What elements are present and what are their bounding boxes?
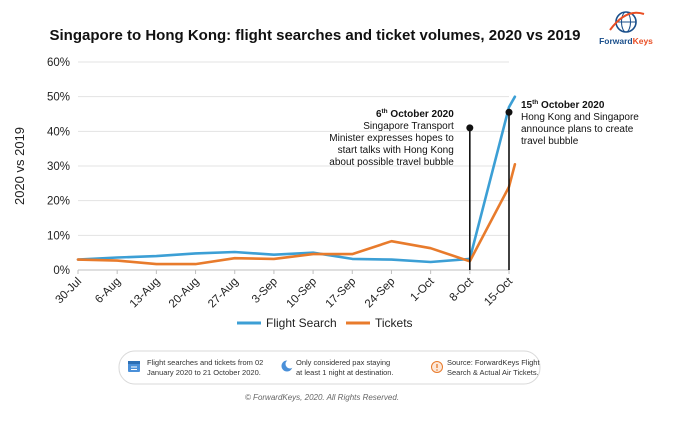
svg-text:ForwardKeys: ForwardKeys <box>599 36 653 46</box>
y-tick-label: 20% <box>47 196 70 208</box>
y-axis-label: 2020 vs 2019 <box>12 127 27 205</box>
annotation-marker <box>505 108 513 116</box>
legend-label-tickets: Tickets <box>375 316 413 330</box>
note-2-line-2: at least 1 night at destination. <box>296 368 394 377</box>
annotation-date: 6th October 2020 <box>376 108 454 120</box>
y-tick-label: 60% <box>47 57 70 69</box>
y-axis-ticks: 0% 10% 20% 30% 40% 50% 60% <box>47 57 70 277</box>
note-3-line-1: Source: ForwardKeys Flight <box>447 358 540 367</box>
x-tick-label: 20-Aug <box>167 276 202 311</box>
x-tick-label: 15-Oct <box>482 275 515 308</box>
x-tick-label: 8-Oct <box>448 275 477 304</box>
legend: Flight Search Tickets <box>237 316 413 330</box>
x-tick-label: 6-Aug <box>93 276 123 306</box>
x-tick-label: 27-Aug <box>206 276 241 311</box>
series-line-tickets <box>76 163 517 266</box>
gridlines <box>78 61 509 271</box>
note-3-line-2: Search & Actual Air Tickets. <box>447 368 539 377</box>
x-tick-label: 24-Sep <box>363 276 398 311</box>
annotation-text-line: Minister expresses hopes to <box>329 133 454 144</box>
legend-label-flight-search: Flight Search <box>266 316 337 330</box>
copyright: © ForwardKeys, 2020. All Rights Reserved… <box>245 393 399 402</box>
x-tick-label: 3-Sep <box>250 276 280 306</box>
calendar-icon <box>128 361 140 372</box>
annotation-text-line: Singapore Transport <box>363 121 454 132</box>
x-tick-label: 17-Sep <box>324 276 359 311</box>
note-2-line-1: Only considered pax staying <box>296 358 390 367</box>
x-tick-label: 1-Oct <box>408 275 437 304</box>
annotation-text-line: Hong Kong and Singapore <box>521 112 639 123</box>
note-1-line-1: Flight searches and tickets from 02 <box>147 358 263 367</box>
y-tick-label: 0% <box>53 265 70 277</box>
x-tick-label: 10-Sep <box>284 276 319 311</box>
globe-icon <box>609 11 645 33</box>
annotation-text-line: about possible travel bubble <box>329 157 454 168</box>
annotation-date: 15th October 2020 <box>521 99 605 111</box>
y-tick-label: 40% <box>47 126 70 138</box>
x-tick-label: 13-Aug <box>128 276 163 311</box>
annotation-marker <box>466 124 474 132</box>
y-tick-label: 50% <box>47 92 70 104</box>
annotation-text-line: travel bubble <box>521 136 579 147</box>
chart-title: Singapore to Hong Kong: flight searches … <box>50 27 581 44</box>
annotation-text-line: announce plans to create <box>521 124 634 135</box>
y-tick-label: 10% <box>47 230 70 242</box>
annotation-text-line: start talks with Hong Kong <box>338 145 454 156</box>
footer-notes: Flight searches and tickets from 02 Janu… <box>118 350 541 385</box>
logo-text-part1: Forward <box>599 36 633 46</box>
logo-text-part2: Keys <box>633 36 654 46</box>
note-1-line-2: January 2020 to 21 October 2020. <box>147 368 261 377</box>
moon-icon <box>281 359 295 372</box>
info-icon <box>431 361 443 373</box>
y-tick-label: 30% <box>47 161 70 173</box>
x-axis-ticks: 30-Jul 6-Aug 13-Aug 20-Aug 27-Aug 3-Sep 10-Sep… <box>53 270 516 311</box>
x-tick-label: 30-Jul <box>53 276 84 307</box>
forwardkeys-logo: ForwardKeys <box>599 11 653 46</box>
